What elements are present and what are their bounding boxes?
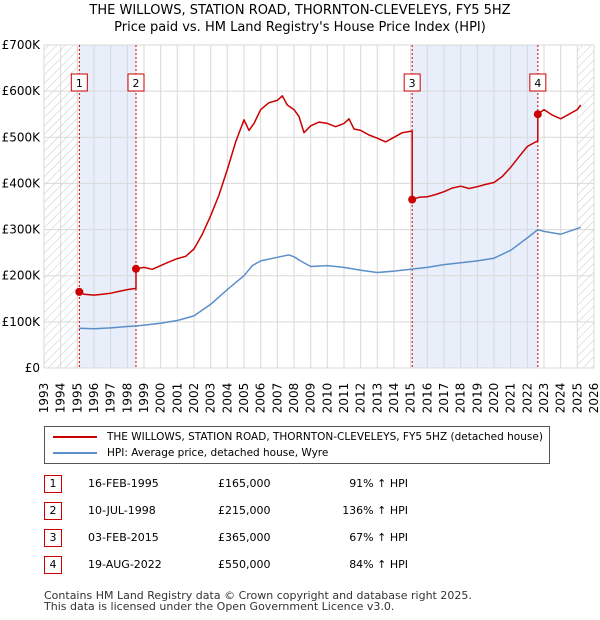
x-tick-label: 1997 <box>104 383 118 414</box>
sales-table: 1 16-FEB-1995 £165,000 91% ↑ HPI 2 10-JU… <box>44 470 408 578</box>
table-row: 2 10-JUL-1998 £215,000 136% ↑ HPI <box>44 497 408 524</box>
property-price-line <box>78 95 582 296</box>
x-tick-label: 2002 <box>187 383 201 414</box>
sale-badge: 4 <box>44 555 62 574</box>
marker-label: 4 <box>534 77 541 90</box>
x-tick-label: 2008 <box>287 383 301 414</box>
y-tick-label: £600K <box>2 84 42 98</box>
x-tick-label: 1998 <box>120 383 134 414</box>
x-tick-label: 2024 <box>554 383 568 414</box>
x-tick-label: 2011 <box>337 383 351 414</box>
legend-item-property: THE WILLOWS, STATION ROAD, THORNTON-CLEV… <box>53 429 543 445</box>
sale-badge: 1 <box>44 474 62 493</box>
x-tick-label: 2007 <box>270 383 284 414</box>
marker-label: 2 <box>133 77 140 90</box>
marker-box-border <box>403 73 421 92</box>
x-tick-label: 1995 <box>70 383 84 414</box>
legend-label-hpi: HPI: Average price, detached house, Wyre <box>107 447 329 459</box>
table-row: 1 16-FEB-1995 £165,000 91% ↑ HPI <box>44 470 408 497</box>
hpi-line <box>79 226 581 330</box>
x-tick-label: 2006 <box>254 383 268 414</box>
sale-hpi: 91% ↑ HPI <box>349 477 408 490</box>
x-tick-label: 2022 <box>520 383 534 414</box>
legend-line-hpi <box>53 452 97 454</box>
x-tick-label: 1996 <box>87 383 101 414</box>
sale-point <box>75 287 84 296</box>
x-tick-label: 1999 <box>137 383 151 414</box>
chart-title: THE WILLOWS, STATION ROAD, THORNTON-CLEV… <box>89 3 511 18</box>
table-row: 4 19-AUG-2022 £550,000 84% ↑ HPI <box>44 551 408 578</box>
sale-price: £365,000 <box>218 531 271 544</box>
footer: Contains HM Land Registry data © Crown c… <box>44 590 472 612</box>
x-tick-label: 2021 <box>504 383 518 414</box>
legend-line-property <box>53 436 97 438</box>
y-tick-label: £100K <box>2 315 42 329</box>
marker-box-border <box>70 73 88 92</box>
sale-date: 10-JUL-1998 <box>88 504 156 517</box>
sale-marker-box: 3 <box>403 73 421 92</box>
marker-box-border <box>127 73 145 92</box>
y-tick-label: £300K <box>2 223 42 237</box>
x-tick-label: 2014 <box>387 383 401 414</box>
sale-point <box>132 264 140 273</box>
y-tick-label: £200K <box>2 269 42 283</box>
sale-point <box>533 110 542 119</box>
legend-item-hpi: HPI: Average price, detached house, Wyre <box>53 445 328 461</box>
x-tick-label: 1993 <box>37 383 51 414</box>
marker-label: 1 <box>76 77 83 90</box>
x-tick-label: 2023 <box>537 383 551 414</box>
sale-price: £215,000 <box>218 504 271 517</box>
shaded-period <box>79 45 136 368</box>
sale-marker-box: 1 <box>70 73 88 92</box>
x-tick-label: 2003 <box>204 383 218 414</box>
table-row: 3 03-FEB-2015 £365,000 67% ↑ HPI <box>44 524 408 551</box>
shaded-period <box>412 45 538 368</box>
x-tick-label: 2025 <box>570 383 584 414</box>
sale-badge: 3 <box>44 528 62 547</box>
x-tick-label: 2005 <box>237 383 251 414</box>
y-tick-label: £400K <box>2 176 42 190</box>
x-tick-label: 2026 <box>587 383 600 414</box>
x-tick-label: 2016 <box>420 383 434 414</box>
x-tick-label: 2017 <box>437 383 451 414</box>
footer-license: This data is licensed under the Open Gov… <box>44 600 395 613</box>
hatched-region <box>44 45 80 368</box>
y-tick-label: £500K <box>2 130 42 144</box>
sale-marker-box: 4 <box>529 73 547 92</box>
x-tick-label: 2000 <box>154 383 168 414</box>
chart-subtitle: Price paid vs. HM Land Registry's House … <box>114 20 486 35</box>
marker-box-border <box>529 73 547 92</box>
x-tick-label: 2018 <box>454 383 468 414</box>
x-tick-label: 2010 <box>320 383 334 414</box>
sale-price: £165,000 <box>218 477 271 490</box>
sale-date: 03-FEB-2015 <box>88 531 159 544</box>
sale-hpi: 67% ↑ HPI <box>349 531 408 544</box>
y-tick-label: £700K <box>2 38 42 52</box>
x-tick-label: 2001 <box>170 383 184 414</box>
sale-date: 19-AUG-2022 <box>88 558 162 571</box>
x-tick-label: 2020 <box>487 383 501 414</box>
hatched-region <box>577 45 594 368</box>
x-tick-label: 2004 <box>220 383 234 414</box>
footer-copyright: Contains HM Land Registry data © Crown c… <box>44 589 472 602</box>
sale-date: 16-FEB-1995 <box>88 477 159 490</box>
sale-price: £550,000 <box>218 558 271 571</box>
sale-hpi: 136% ↑ HPI <box>342 504 408 517</box>
x-tick-label: 2009 <box>304 383 318 414</box>
sale-hpi: 84% ↑ HPI <box>349 558 408 571</box>
chart-legend: THE WILLOWS, STATION ROAD, THORNTON-CLEV… <box>44 426 550 464</box>
sale-badge: 2 <box>44 501 62 520</box>
sale-marker-box: 2 <box>127 73 145 92</box>
y-tick-label: £0 <box>25 361 40 375</box>
legend-label-property: THE WILLOWS, STATION ROAD, THORNTON-CLEV… <box>107 431 543 443</box>
price-chart: 1 2 3 4 £0 £100K £200K £300K £400K £500K £600K £70… <box>2 38 600 414</box>
x-tick-label: 1994 <box>54 383 68 414</box>
x-tick-label: 2012 <box>354 383 368 414</box>
x-tick-label: 2015 <box>404 383 418 414</box>
sale-point <box>408 195 417 204</box>
x-tick-label: 2019 <box>470 383 484 414</box>
marker-label: 3 <box>409 77 416 90</box>
x-tick-label: 2013 <box>370 383 384 414</box>
